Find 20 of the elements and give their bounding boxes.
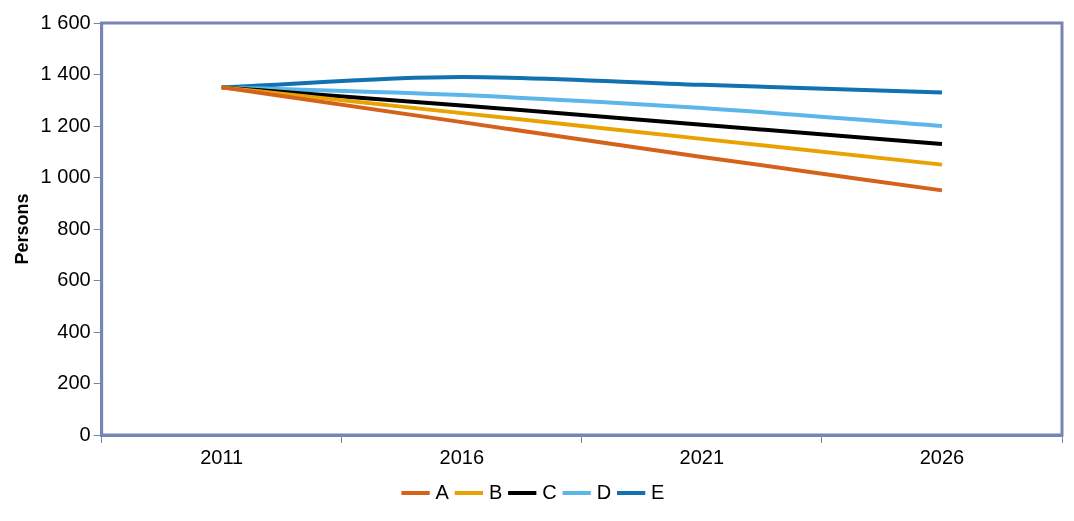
y-tick-label: 1 000: [40, 165, 91, 188]
x-tick-label: 2021: [679, 445, 725, 468]
y-tick-label: 1 400: [40, 62, 91, 85]
y-tick-label: 800: [57, 216, 91, 239]
y-tick-label: 600: [57, 268, 91, 291]
legend-label: D: [596, 480, 612, 503]
x-tick-label: 2026: [919, 445, 965, 468]
line-series: [219, 85, 944, 193]
legend-label: C: [542, 480, 557, 503]
x-tick-label: 2011: [200, 445, 244, 468]
legend-label: E: [651, 480, 665, 503]
x-tick-label: 2016: [439, 445, 485, 468]
y-axis-title: Persons: [11, 193, 32, 265]
y-tick-label: 0: [79, 422, 91, 445]
y-tick-label: 200: [57, 371, 91, 394]
legend-label: B: [488, 480, 503, 503]
y-tick-label: 400: [57, 319, 91, 342]
y-tick-label: 1 600: [40, 10, 91, 33]
legend-label: A: [435, 480, 450, 503]
y-tick-label: 1 200: [40, 113, 91, 136]
